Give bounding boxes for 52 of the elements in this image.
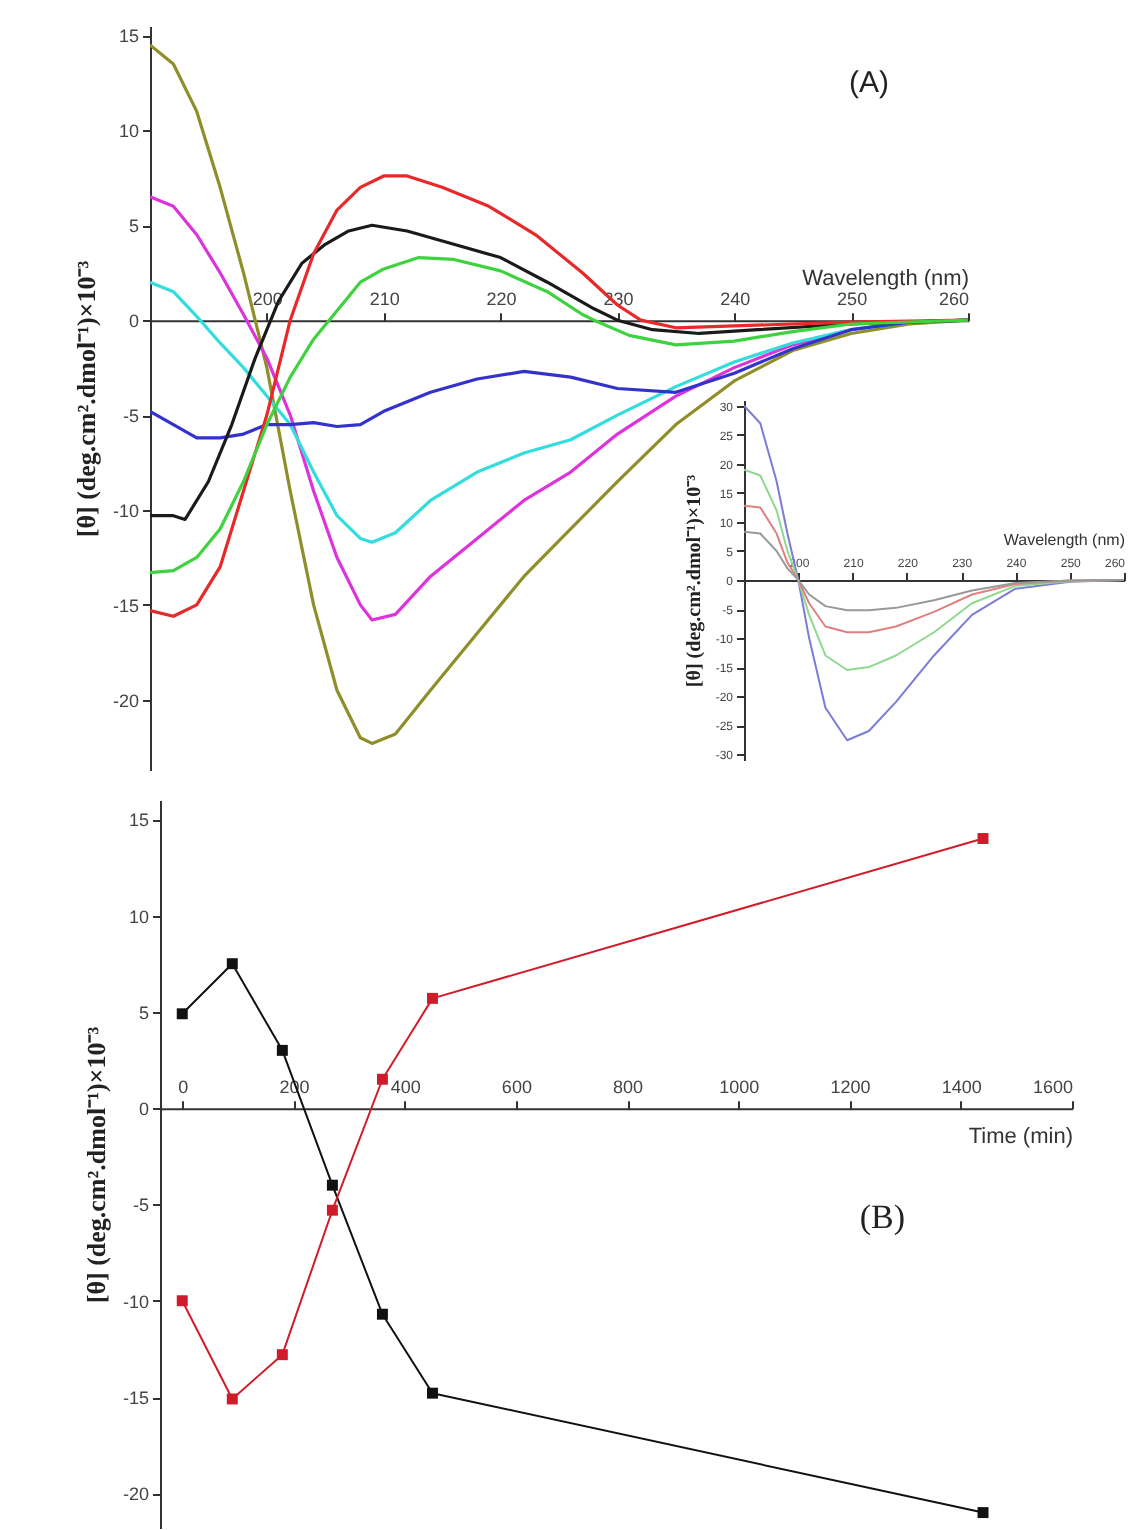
point	[276, 1044, 288, 1056]
x-tick-label: 400	[390, 1077, 421, 1098]
x-axis-title: Time (min)	[968, 1125, 1073, 1150]
y-axis-title: [θ] (deg.cm².dmol⁻¹)×10⁻³	[70, 260, 101, 538]
point	[276, 1349, 288, 1361]
point	[226, 1393, 238, 1405]
point	[427, 1387, 438, 1399]
y-axis-title: [θ] (deg.cm².dmol⁻¹)×10⁻³	[683, 474, 706, 688]
text: (A)	[849, 66, 889, 100]
point	[376, 1073, 388, 1085]
point	[176, 1295, 188, 1307]
x-tick-label: 250	[837, 289, 868, 310]
point	[326, 1179, 338, 1191]
y-tick-label: -10	[122, 1291, 149, 1312]
y-tick-label: 0	[138, 1099, 149, 1120]
point	[176, 1008, 188, 1020]
y-tick-label: 10	[128, 906, 149, 927]
x-tick-label: 260	[938, 289, 969, 310]
point	[977, 1507, 989, 1519]
x-tick-label: 210	[369, 289, 400, 310]
x-tick-label: 1600	[1032, 1077, 1073, 1098]
x-axis-title: Wavelength (nm)	[1003, 531, 1126, 549]
y-tick-label: -10	[112, 500, 139, 521]
x-tick-label: 1400	[941, 1077, 982, 1098]
y-tick-label: -15	[122, 1388, 149, 1409]
y-tick-label: -15	[112, 595, 139, 616]
y-tick-label: 5	[138, 1002, 149, 1023]
x-tick-label: 240	[720, 289, 751, 310]
x-axis-title: Wavelength (nm)	[802, 267, 969, 292]
x-tick-label: 0	[178, 1077, 189, 1098]
point	[226, 958, 238, 970]
y-tick-label: 5	[128, 216, 139, 237]
x-tick-label: 1200	[830, 1077, 871, 1098]
line-series	[744, 530, 1124, 612]
y-tick-label: 0	[128, 311, 139, 332]
y-tick-label: -5	[132, 1195, 149, 1216]
y-tick-label: 10	[118, 121, 139, 142]
y-tick-label: -20	[112, 690, 139, 711]
point	[977, 833, 989, 844]
text: (B)	[859, 1198, 905, 1236]
point	[427, 992, 438, 1004]
point	[326, 1204, 338, 1216]
y-tick-label: 15	[128, 810, 149, 831]
x-tick-label: 220	[486, 289, 517, 310]
x-tick-label: 1000	[719, 1077, 760, 1098]
y-axis-title: [θ] (deg.cm².dmol⁻¹)×10⁻³	[80, 1026, 111, 1304]
point	[376, 1308, 388, 1320]
x-tick-label: 600	[501, 1077, 532, 1098]
y-tick-label: -20	[122, 1484, 149, 1505]
y-tick-label: -5	[122, 406, 139, 427]
y-tick-label: 15	[118, 26, 139, 47]
x-tick-label: 800	[613, 1077, 644, 1098]
